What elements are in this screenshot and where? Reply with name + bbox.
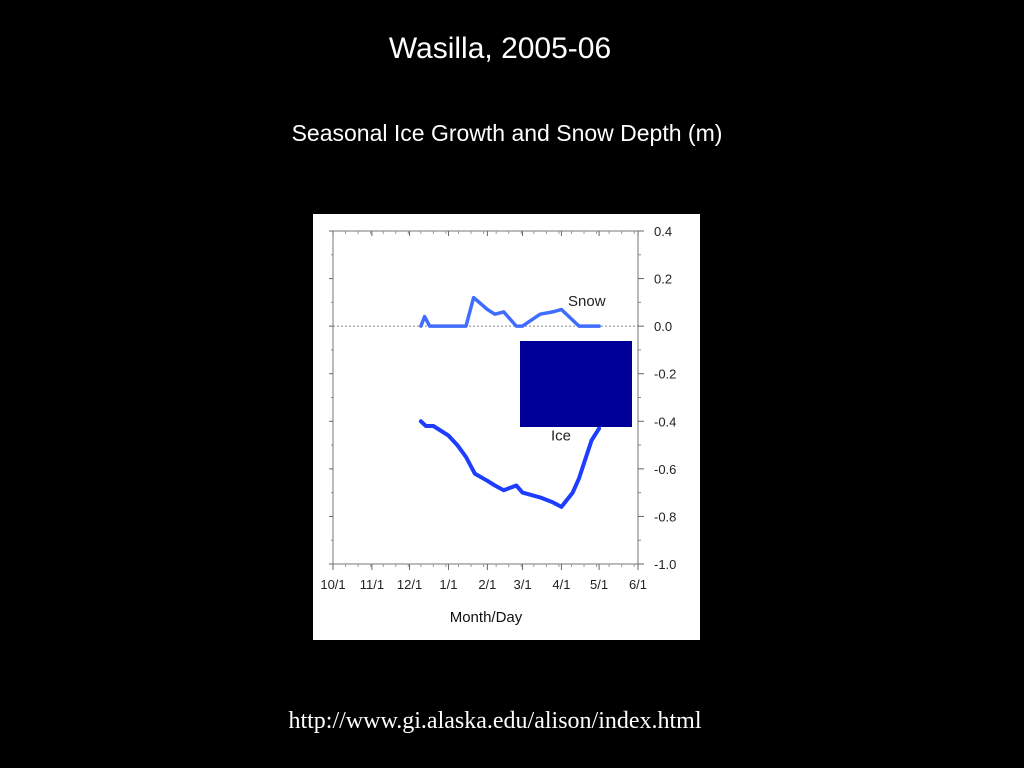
ice-data-point bbox=[551, 500, 554, 504]
snow-data-point bbox=[419, 324, 423, 328]
x-tick-label: 4/1 bbox=[552, 577, 570, 592]
ice-data-point bbox=[577, 477, 581, 480]
ice-data-point bbox=[590, 439, 593, 442]
snow-data-point bbox=[521, 324, 524, 328]
ice-data-point bbox=[419, 420, 423, 423]
y-tick-label: -0.8 bbox=[654, 509, 676, 524]
overlay-box bbox=[520, 341, 632, 427]
ice-snow-chart: 0.4 0.2 0.0 -0.2 -0.4 -0.6 -0.8 -1.0 10/1 11/1 12… bbox=[320, 224, 676, 626]
ice-data-point bbox=[486, 479, 489, 482]
snow-data-point bbox=[597, 324, 601, 328]
snow-data-point bbox=[538, 313, 542, 316]
snow-data-point bbox=[560, 308, 563, 311]
ice-data-point bbox=[447, 434, 450, 437]
snow-series-label: Snow bbox=[568, 293, 606, 310]
snow-data-point bbox=[428, 324, 431, 328]
x-tick-label: 10/1 bbox=[320, 577, 345, 592]
ice-data-point bbox=[560, 505, 563, 509]
y-tick-label: 0.4 bbox=[654, 224, 672, 239]
ice-data-point bbox=[493, 484, 497, 487]
y-tick-label: 0.2 bbox=[654, 272, 672, 287]
ice-data-point bbox=[432, 424, 435, 428]
source-url-link[interactable]: http://www.gi.alaska.edu/alison/index.ht… bbox=[288, 708, 702, 734]
x-tick-label: 2/1 bbox=[478, 577, 496, 592]
ice-data-point bbox=[464, 455, 468, 459]
ice-data-point bbox=[515, 484, 518, 487]
x-tick-label: 11/1 bbox=[360, 577, 384, 592]
x-tick-label: 12/1 bbox=[397, 577, 422, 592]
x-axis-label: Month/Day bbox=[450, 609, 523, 626]
y-tick-label: -0.2 bbox=[654, 367, 676, 382]
y-tick-label: -0.6 bbox=[654, 462, 676, 477]
snow-data-point bbox=[502, 310, 505, 314]
snow-data-point bbox=[464, 324, 468, 328]
x-tick-label: 1/1 bbox=[439, 577, 457, 592]
snow-series-line bbox=[419, 295, 601, 328]
ice-data-point bbox=[571, 491, 574, 494]
snow-data-point bbox=[590, 324, 593, 328]
snow-data-point bbox=[486, 308, 489, 311]
slide-title: Wasilla, 2005-06 bbox=[388, 32, 612, 65]
snow-data-point bbox=[472, 296, 475, 299]
x-tick-label: 5/1 bbox=[590, 577, 608, 592]
ice-data-point bbox=[538, 496, 542, 499]
ice-series-line bbox=[418, 419, 602, 509]
ice-data-point bbox=[473, 472, 477, 475]
ice-data-point bbox=[521, 491, 524, 494]
ice-data-point bbox=[597, 427, 601, 430]
snow-data-point bbox=[493, 313, 497, 316]
snow-data-point bbox=[452, 324, 455, 328]
chart-panel: 0.4 0.2 0.0 -0.2 -0.4 -0.6 -0.8 -1.0 10/1 11/1 12… bbox=[313, 214, 700, 640]
ice-data-point bbox=[424, 424, 428, 428]
snow-data-point bbox=[577, 324, 581, 328]
snow-data-point bbox=[438, 324, 441, 328]
slide-subtitle: Seasonal Ice Growth and Snow Depth (m) bbox=[291, 120, 723, 146]
ice-series-label: Ice bbox=[551, 427, 571, 444]
y-tick-label: -0.4 bbox=[654, 414, 676, 429]
y-tick-label: -1.0 bbox=[654, 557, 676, 572]
ice-data-point bbox=[584, 458, 587, 461]
snow-data-point bbox=[551, 310, 554, 314]
x-tick-label: 6/1 bbox=[629, 577, 647, 592]
y-tick-label: 0.0 bbox=[654, 319, 672, 334]
ice-data-point bbox=[502, 489, 505, 492]
x-tick-label: 3/1 bbox=[513, 577, 531, 592]
snow-data-point bbox=[423, 315, 426, 318]
ice-data-point bbox=[456, 443, 459, 447]
snow-data-point bbox=[515, 324, 518, 328]
